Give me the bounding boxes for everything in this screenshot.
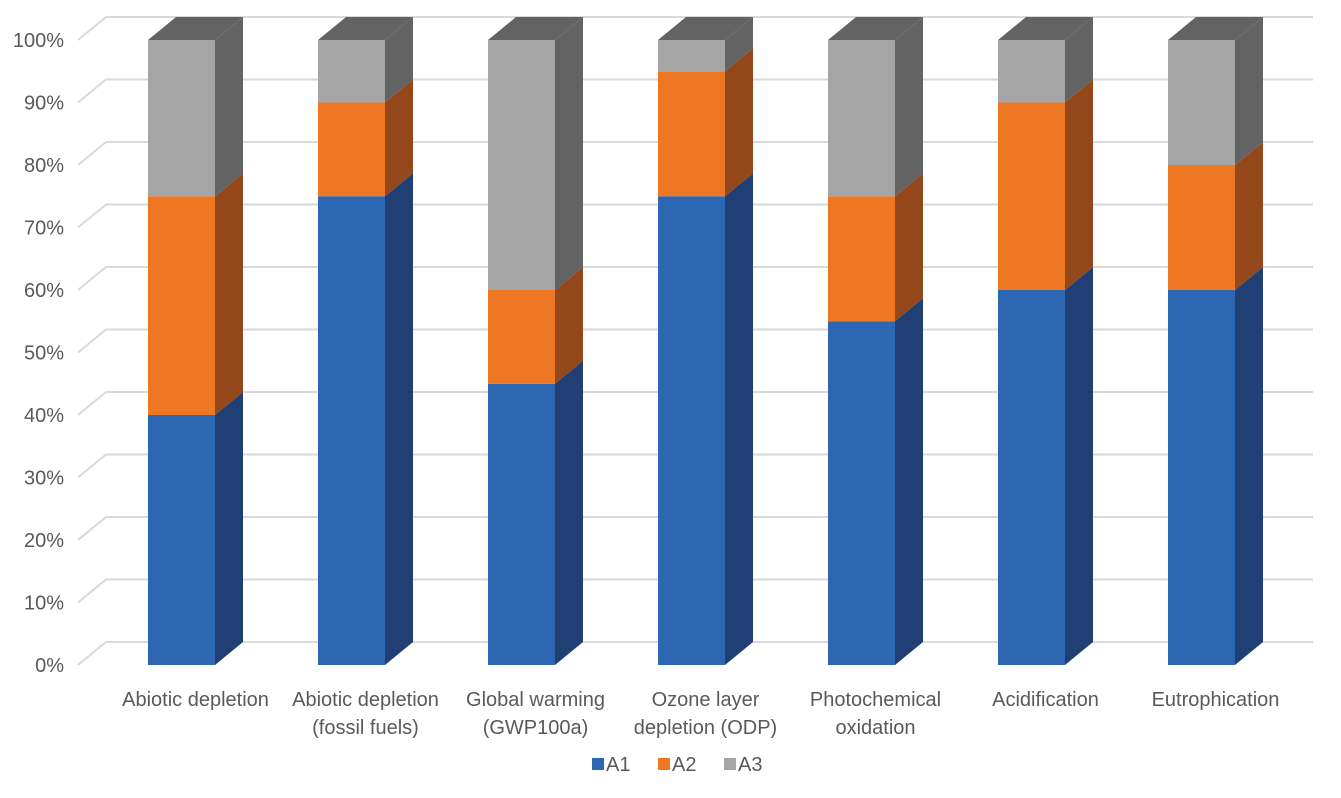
y-tick-label: 70% bbox=[24, 218, 64, 240]
bar-segment bbox=[1168, 40, 1235, 165]
bar-segment-side bbox=[1065, 267, 1093, 665]
bar-top-face bbox=[998, 17, 1093, 40]
bar-segment-side bbox=[725, 17, 753, 72]
legend-swatch bbox=[658, 758, 670, 770]
legend-label: A1 bbox=[606, 754, 630, 776]
bar-segment bbox=[488, 40, 555, 290]
bar-segment bbox=[998, 102, 1065, 290]
bar-segment-side bbox=[1235, 17, 1263, 165]
bar-segment-side bbox=[895, 298, 923, 665]
legend-label: A3 bbox=[738, 754, 762, 776]
y-tick-label: 40% bbox=[24, 405, 64, 427]
bar-segment-side bbox=[1065, 79, 1093, 290]
bar-stack bbox=[488, 17, 583, 665]
bar-segment bbox=[828, 196, 895, 322]
y-tick-label: 0% bbox=[35, 655, 64, 677]
bar-top-face bbox=[658, 17, 753, 40]
bar-segment-side bbox=[1235, 142, 1263, 290]
bar-segment-side bbox=[725, 173, 753, 665]
bar-segment bbox=[148, 40, 215, 197]
bar-segment bbox=[488, 383, 555, 665]
legend-swatch bbox=[592, 758, 604, 770]
bar-segment bbox=[318, 102, 385, 197]
bar-segment bbox=[1168, 165, 1235, 290]
bar-segment-side bbox=[555, 17, 583, 290]
x-category-label: Abiotic depletion bbox=[122, 689, 269, 711]
bar-segment bbox=[658, 40, 725, 72]
bar-stack bbox=[998, 17, 1093, 665]
y-tick-label: 50% bbox=[24, 343, 64, 365]
y-tick-label: 60% bbox=[24, 280, 64, 302]
bar-segment-side bbox=[215, 17, 243, 197]
bar-segment-side bbox=[555, 267, 583, 384]
x-category-label: Eutrophication bbox=[1152, 689, 1280, 711]
bar-top-face bbox=[488, 17, 583, 40]
bar-segment bbox=[658, 196, 725, 665]
bar-segment bbox=[998, 40, 1065, 103]
bar-top-face bbox=[318, 17, 413, 40]
bar-segment bbox=[318, 40, 385, 103]
x-axis-category-labels: Abiotic depletion Abiotic depletion (fossi… bbox=[122, 689, 1279, 739]
bar-segment-side bbox=[555, 360, 583, 665]
bar-segment-side bbox=[895, 173, 923, 322]
x-category-label: Acidification bbox=[992, 689, 1099, 711]
y-tick-label: 80% bbox=[24, 155, 64, 177]
bar-stack bbox=[828, 17, 923, 665]
bar-stack bbox=[1168, 17, 1263, 665]
y-axis-tick-labels: 0% 10% 20% 30% 40% 50% 60% 70% 80% 90% 100% bbox=[13, 30, 64, 677]
bar-segment-side bbox=[1235, 267, 1263, 665]
bar-segment-side bbox=[385, 173, 413, 665]
bar-segment bbox=[658, 71, 725, 197]
y-tick-label: 90% bbox=[24, 93, 64, 115]
bar-segment bbox=[318, 196, 385, 665]
x-category-label: Ozone layer depletion (ODP) bbox=[634, 689, 777, 739]
bar-segment bbox=[148, 196, 215, 415]
y-tick-label: 10% bbox=[24, 593, 64, 615]
bars bbox=[148, 17, 1263, 665]
x-category-label: Global warming (GWP100a) bbox=[466, 689, 605, 739]
bar-segment-side bbox=[215, 392, 243, 665]
bar-top-face bbox=[828, 17, 923, 40]
bar-segment-side bbox=[385, 17, 413, 103]
x-category-label: Abiotic depletion (fossil fuels) bbox=[292, 689, 439, 739]
y-tick-label: 20% bbox=[24, 530, 64, 552]
bar-segment-side bbox=[385, 79, 413, 197]
bar-stack bbox=[318, 17, 413, 665]
bar-segment bbox=[1168, 290, 1235, 665]
y-tick-label: 100% bbox=[13, 30, 64, 52]
legend: A1 A2 A3 bbox=[592, 754, 762, 776]
legend-label: A2 bbox=[672, 754, 696, 776]
bar-segment bbox=[148, 415, 215, 665]
bar-segment bbox=[488, 290, 555, 384]
bar-top-face bbox=[1168, 17, 1263, 40]
bar-top-face bbox=[148, 17, 243, 40]
bar-stack bbox=[658, 17, 753, 665]
bar-segment-side bbox=[1065, 17, 1093, 103]
bar-segment bbox=[828, 40, 895, 197]
bar-segment bbox=[998, 290, 1065, 665]
x-category-label: Photochemical oxidation bbox=[810, 689, 941, 739]
legend-swatch bbox=[724, 758, 736, 770]
bar-stack bbox=[148, 17, 243, 665]
bar-segment-side bbox=[215, 173, 243, 415]
bar-segment-side bbox=[895, 17, 923, 197]
bar-segment-side bbox=[725, 48, 753, 197]
bar-segment bbox=[828, 321, 895, 665]
y-tick-label: 30% bbox=[24, 468, 64, 490]
